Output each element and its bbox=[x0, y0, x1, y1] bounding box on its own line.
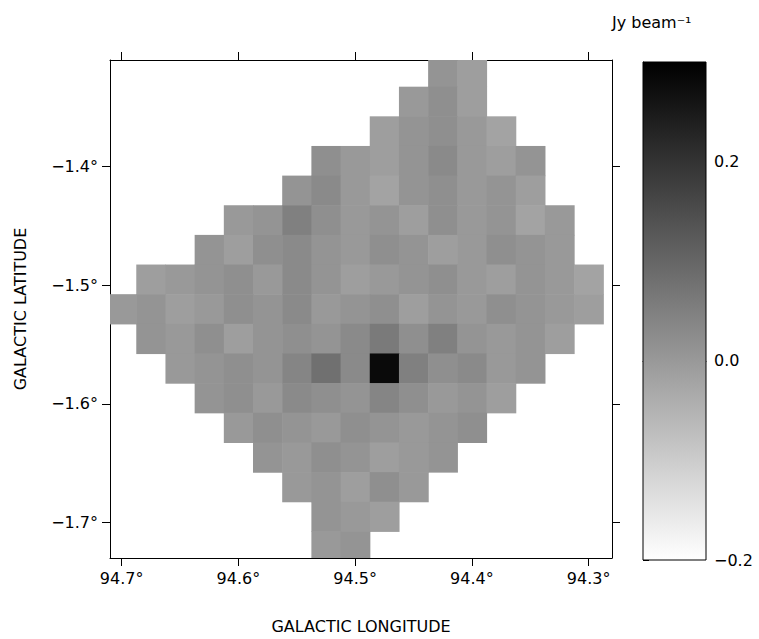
svg-text:−1.6°: −1.6° bbox=[51, 394, 98, 413]
svg-text:94.6°: 94.6° bbox=[217, 569, 261, 588]
svg-text:0.0: 0.0 bbox=[714, 351, 739, 370]
svg-text:−1.4°: −1.4° bbox=[51, 157, 98, 176]
svg-text:94.7°: 94.7° bbox=[100, 569, 144, 588]
svg-text:Jy beam⁻¹: Jy beam⁻¹ bbox=[611, 13, 692, 32]
svg-text:−0.2: −0.2 bbox=[714, 551, 753, 570]
svg-text:0.2: 0.2 bbox=[714, 152, 739, 171]
svg-text:94.4°: 94.4° bbox=[450, 569, 494, 588]
svg-text:−1.5°: −1.5° bbox=[51, 276, 98, 295]
svg-text:GALACTIC LATITUDE: GALACTIC LATITUDE bbox=[11, 228, 30, 391]
svg-text:−1.7°: −1.7° bbox=[51, 513, 98, 532]
svg-text:GALACTIC LONGITUDE: GALACTIC LONGITUDE bbox=[271, 617, 450, 636]
svg-text:94.5°: 94.5° bbox=[333, 569, 377, 588]
svg-text:94.3°: 94.3° bbox=[567, 569, 611, 588]
